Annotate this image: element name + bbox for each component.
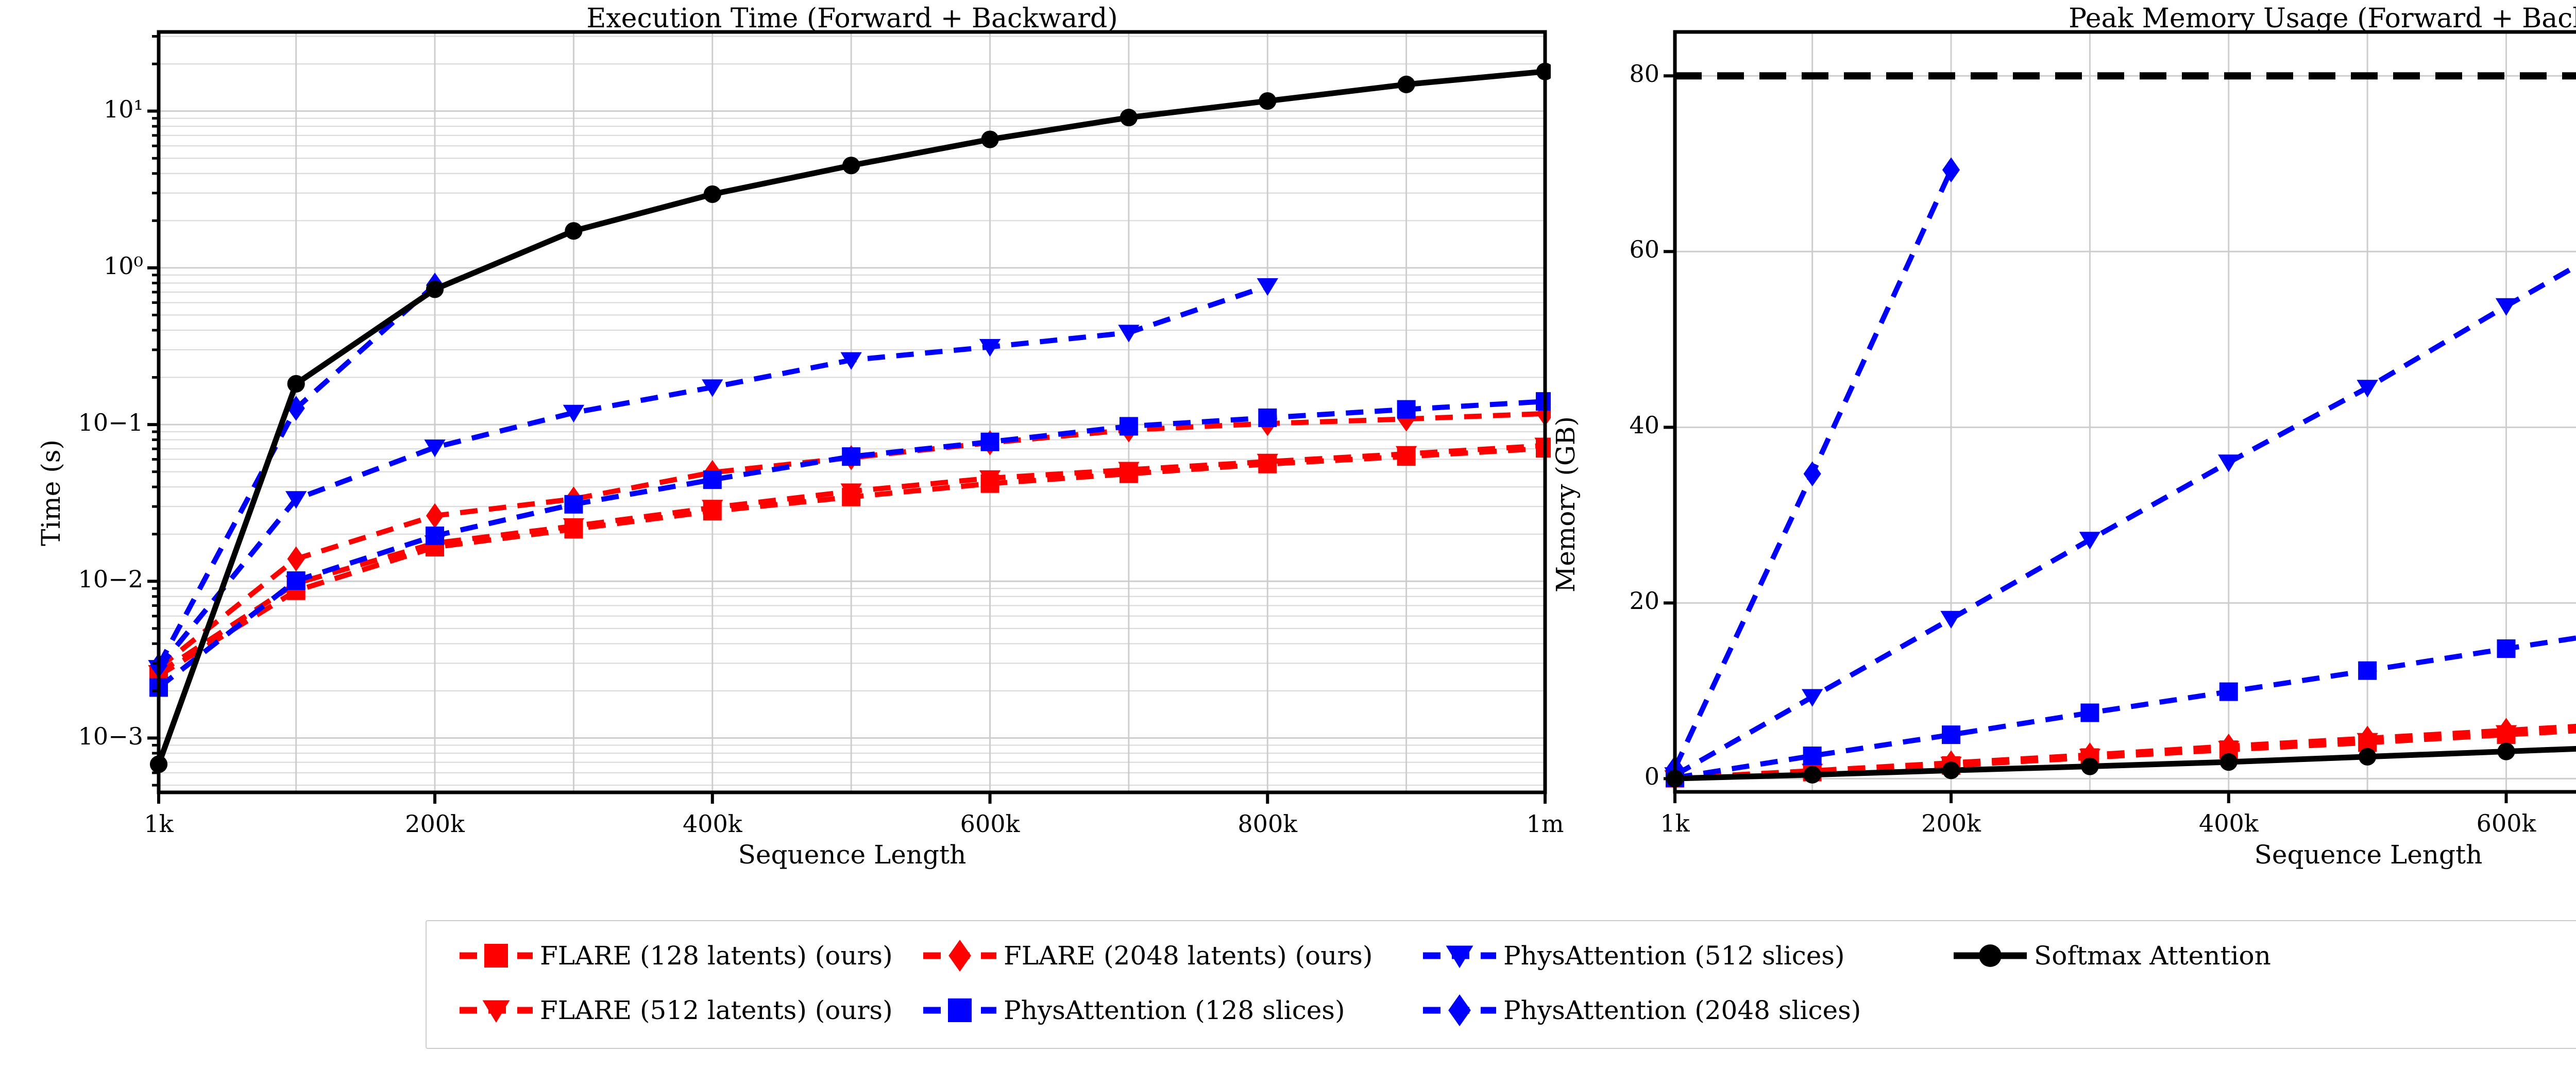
- panel-peak-memory: Peak Memory Usage (Forward + Backward) S…: [1525, 0, 2576, 896]
- legend-label: PhysAttention (2048 slices): [1503, 995, 1861, 1025]
- legend-label: Softmax Attention: [2034, 941, 2271, 971]
- legend-marker-circle-icon: [1954, 944, 2027, 967]
- legend-marker-triangle-down-icon: [1423, 945, 1496, 969]
- legend-item[interactable]: Softmax Attention: [1952, 936, 2271, 976]
- x-tick-label: 400k: [682, 810, 742, 838]
- legend-marker-diamond-icon: [923, 939, 996, 972]
- x-tick-label: 200k: [405, 810, 465, 838]
- peak-memory-plot-area: [1664, 30, 2576, 803]
- legend-item[interactable]: FLARE (2048 latents) (ours): [921, 936, 1372, 976]
- y-axis-label-right: Memory (GB): [1551, 416, 1581, 592]
- y-tick-label: 10−1: [78, 409, 143, 437]
- legend-label: PhysAttention (512 slices): [1503, 941, 1845, 971]
- y-tick-label: 80: [1629, 60, 1659, 88]
- legend-marker-diamond-icon: [1423, 994, 1496, 1027]
- y-tick-label: 10⁰: [104, 251, 143, 280]
- legend-marker-triangle-down-icon: [460, 1000, 533, 1023]
- x-tick-label: 1k: [1660, 809, 1690, 837]
- y-tick-label: 40: [1629, 411, 1659, 439]
- legend-item[interactable]: FLARE (128 latents) (ours): [457, 936, 893, 976]
- x-tick-label: 1k: [144, 810, 174, 838]
- x-tick-label: 600k: [2476, 809, 2536, 837]
- figure-legend: FLARE (128 latents) (ours) FLARE (2048 la…: [426, 920, 2576, 1049]
- y-tick-label: 10−3: [78, 722, 143, 750]
- legend-item[interactable]: PhysAttention (2048 slices): [1421, 990, 1861, 1030]
- legend-item[interactable]: FLARE (512 latents) (ours): [457, 990, 893, 1030]
- legend-label: FLARE (2048 latents) (ours): [1004, 941, 1373, 971]
- legend-item[interactable]: PhysAttention (128 slices): [921, 990, 1345, 1030]
- legend-item[interactable]: PhysAttention (512 slices): [1421, 936, 1844, 976]
- y-tick-label: 20: [1629, 587, 1659, 615]
- legend-label: PhysAttention (128 slices): [1004, 995, 1345, 1025]
- panel-title-peak-memory: Peak Memory Usage (Forward + Backward): [2069, 3, 2576, 34]
- legend-marker-square-icon: [460, 944, 533, 968]
- y-tick-label: 60: [1629, 235, 1659, 264]
- y-tick-label: 10¹: [104, 95, 143, 123]
- x-tick-label: 400k: [2198, 809, 2259, 837]
- execution-time-plot-area: [147, 30, 1551, 804]
- panel-title-execution-time: Execution Time (Forward + Backward): [586, 3, 1118, 34]
- x-tick-label: 1m: [1526, 810, 1564, 838]
- x-tick-label: 200k: [1921, 809, 1981, 837]
- y-tick-label: 10−2: [78, 565, 143, 594]
- x-tick-label: 800k: [1238, 810, 1298, 838]
- legend-marker-square-icon: [923, 998, 996, 1022]
- legend-label: FLARE (512 latents) (ours): [540, 995, 893, 1025]
- x-tick-label: 600k: [960, 810, 1020, 838]
- legend-label: FLARE (128 latents) (ours): [540, 941, 893, 971]
- x-axis-label-right: Sequence Length: [2254, 840, 2483, 870]
- panel-execution-time: Execution Time (Forward + Backward) Sequ…: [36, 3, 1564, 870]
- y-tick-label: 0: [1644, 762, 1659, 791]
- y-axis-label-left: Time (s): [36, 439, 66, 546]
- x-axis-label-left: Sequence Length: [738, 840, 967, 870]
